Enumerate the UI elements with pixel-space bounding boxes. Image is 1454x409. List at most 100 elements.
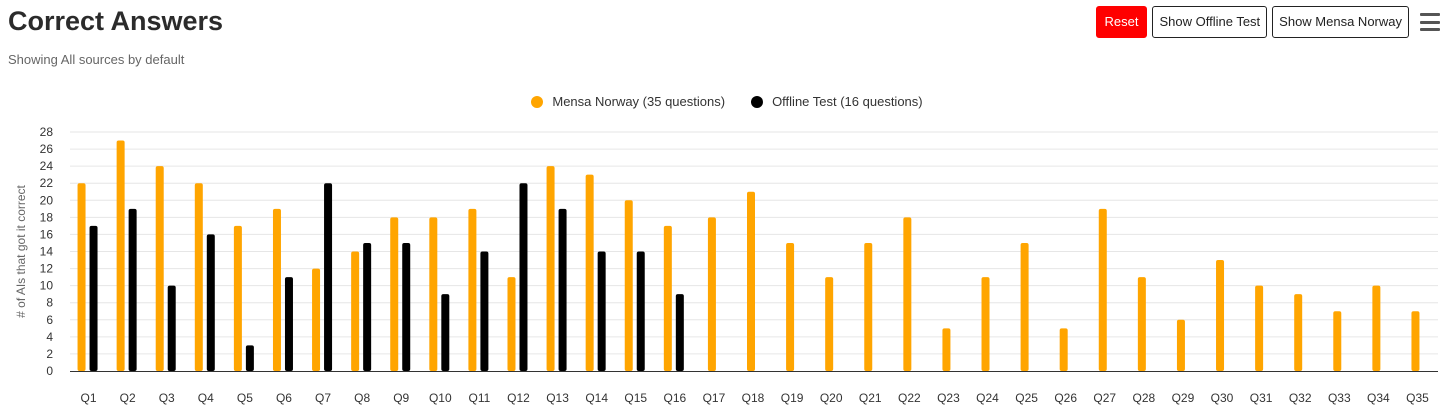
bar-mensa-q6 (272, 208, 281, 371)
x-tick-label: Q27 (1093, 391, 1116, 405)
x-tick-label: Q10 (429, 391, 452, 405)
x-tick-label: Q14 (585, 391, 608, 405)
bar-mensa-q1 (77, 183, 86, 371)
x-tick-label: Q4 (198, 391, 214, 405)
show-mensa-norway-button[interactable]: Show Mensa Norway (1272, 6, 1409, 38)
y-tick-label: 20 (40, 193, 54, 207)
x-tick-label: Q33 (1328, 391, 1351, 405)
bar-mensa-q27 (1098, 208, 1107, 371)
legend-item-mensa[interactable]: Mensa Norway (35 questions) (531, 94, 725, 109)
y-tick-label: 0 (46, 364, 53, 378)
bar-mensa-q22 (903, 217, 912, 371)
y-tick-label: 2 (46, 347, 53, 361)
page-title: Correct Answers (8, 6, 224, 36)
legend-item-offline[interactable]: Offline Test (16 questions) (751, 94, 923, 109)
x-tick-label: Q24 (976, 391, 999, 405)
x-tick-label: Q19 (781, 391, 804, 405)
bar-mensa-q8 (351, 251, 360, 371)
x-tick-label: Q5 (237, 391, 253, 405)
bar-mensa-q3 (155, 166, 164, 371)
y-tick-label: 16 (40, 227, 54, 241)
bar-offline-q7 (324, 183, 333, 371)
legend-marker-offline (751, 95, 764, 108)
bar-mensa-q16 (663, 225, 672, 371)
x-tick-label: Q29 (1172, 391, 1195, 405)
y-tick-label: 4 (46, 330, 53, 344)
bar-offline-q12 (519, 183, 528, 371)
x-tick-label: Q2 (120, 391, 136, 405)
legend-label-offline: Offline Test (16 questions) (772, 94, 923, 109)
bar-offline-q9 (402, 242, 411, 371)
bar-mensa-q12 (507, 277, 516, 371)
bar-mensa-q17 (707, 217, 716, 371)
x-tick-label: Q35 (1406, 391, 1429, 405)
y-axis-title: # of AIs that got it correct (14, 184, 28, 317)
y-tick-label: 28 (40, 125, 54, 139)
x-tick-label: Q8 (354, 391, 370, 405)
x-tick-label: Q32 (1289, 391, 1312, 405)
bar-mensa-q24 (981, 277, 990, 371)
bar-mensa-q18 (747, 191, 755, 371)
bar-mensa-q19 (786, 242, 795, 371)
x-tick-label: Q1 (81, 391, 97, 405)
bar-mensa-q35 (1411, 311, 1420, 371)
legend-marker-mensa (531, 95, 544, 108)
bar-mensa-q29 (1176, 319, 1185, 371)
bar-offline-q4 (206, 234, 215, 371)
y-tick-label: 12 (40, 262, 54, 276)
bar-mensa-q7 (312, 268, 321, 371)
bar-offline-q15 (636, 251, 645, 371)
bar-offline-q10 (441, 294, 450, 371)
toolbar: Reset Show Offline Test Show Mensa Norwa… (1095, 6, 1440, 38)
bar-mensa-q21 (864, 242, 873, 371)
bar-offline-q8 (363, 242, 372, 371)
y-tick-label: 18 (40, 210, 54, 224)
bar-mensa-q28 (1137, 277, 1146, 371)
bar-offline-q1 (89, 225, 98, 371)
x-tick-label: Q7 (315, 391, 331, 405)
bar-offline-q6 (284, 277, 293, 371)
x-tick-label: Q22 (898, 391, 921, 405)
bar-offline-q16 (675, 294, 684, 371)
bar-mensa-q2 (116, 140, 125, 371)
bar-mensa-q34 (1372, 285, 1381, 371)
bar-offline-q11 (480, 251, 489, 371)
y-tick-label: 26 (40, 142, 54, 156)
hamburger-menu-icon[interactable] (1420, 11, 1440, 33)
bar-mensa-q4 (194, 183, 203, 371)
x-tick-label: Q18 (742, 391, 765, 405)
bar-mensa-q14 (585, 174, 594, 371)
x-tick-label: Q15 (624, 391, 647, 405)
x-tick-label: Q28 (1133, 391, 1156, 405)
bar-mensa-q13 (546, 166, 555, 371)
bar-offline-q5 (245, 345, 254, 371)
bar-mensa-q11 (468, 208, 477, 371)
show-offline-test-button[interactable]: Show Offline Test (1152, 6, 1268, 38)
legend-label-mensa: Mensa Norway (35 questions) (552, 94, 726, 109)
bar-mensa-q26 (1059, 328, 1068, 371)
bar-mensa-q20 (825, 277, 834, 371)
bar-mensa-q30 (1216, 260, 1225, 371)
y-tick-label: 10 (40, 279, 54, 293)
y-tick-label: 14 (40, 245, 54, 259)
chart-legend: Mensa Norway (35 questions) Offline Test… (0, 94, 1454, 109)
x-tick-label: Q30 (1211, 391, 1234, 405)
bar-offline-q3 (167, 285, 176, 371)
bar-mensa-q15 (624, 200, 633, 371)
page-subtitle: Showing All sources by default (8, 52, 185, 67)
y-tick-label: 22 (40, 176, 54, 190)
y-tick-label: 24 (40, 159, 54, 173)
reset-button[interactable]: Reset (1095, 6, 1148, 38)
y-tick-label: 6 (46, 313, 53, 327)
bar-mensa-q9 (390, 217, 399, 371)
x-tick-label: Q21 (859, 391, 882, 405)
bar-mensa-q33 (1333, 311, 1342, 371)
x-tick-label: Q9 (393, 391, 409, 405)
bar-mensa-q25 (1020, 242, 1029, 371)
x-tick-label: Q6 (276, 391, 292, 405)
x-tick-label: Q16 (663, 391, 686, 405)
bar-offline-q2 (128, 208, 137, 371)
x-tick-label: Q25 (1015, 391, 1038, 405)
x-tick-label: Q31 (1250, 391, 1273, 405)
